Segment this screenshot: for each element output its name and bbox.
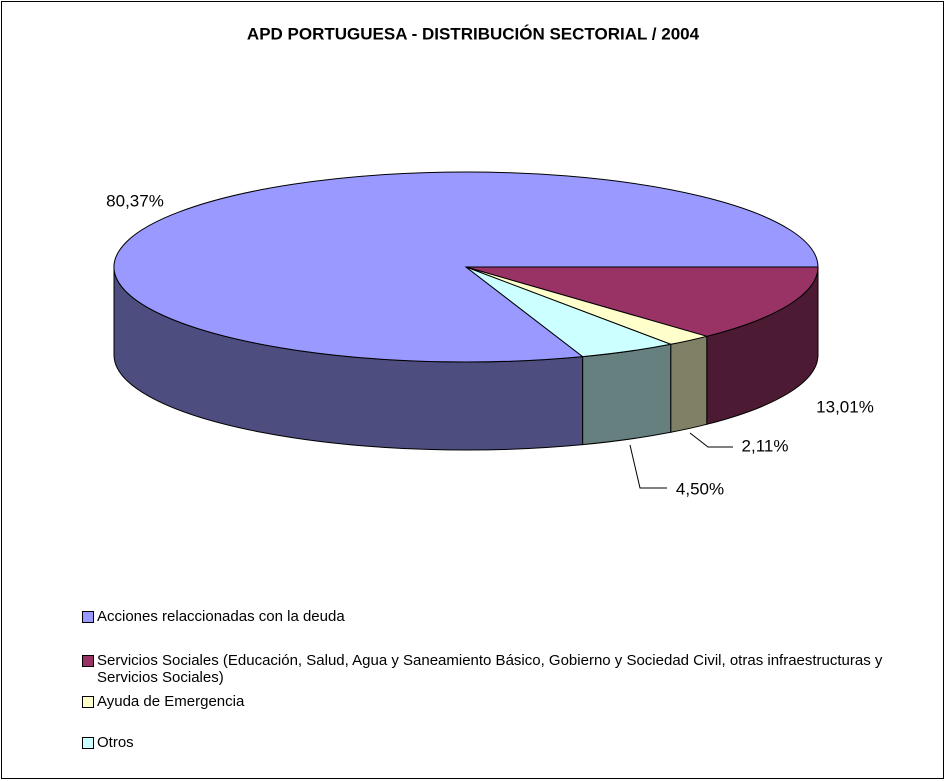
pie-slice	[465, 266, 673, 358]
pie-slice	[465, 266, 819, 337]
leader-line	[689, 432, 733, 448]
legend-swatch	[82, 696, 94, 708]
data-label: 80,37%	[106, 191, 164, 210]
legend-label: Acciones relaccionadas con la deuda	[97, 608, 345, 625]
legend-item: Otros	[82, 734, 942, 751]
data-label: 2,11%	[742, 436, 789, 455]
leader-line	[629, 444, 667, 489]
legend-swatch	[82, 655, 94, 667]
data-labels: 80,37% 13,01% 2,11% 4,50%	[106, 191, 874, 498]
legend-swatch	[82, 611, 94, 623]
legend-swatch	[82, 737, 94, 749]
legend-label: Otros	[97, 734, 134, 751]
pie-tops	[113, 171, 819, 363]
data-label: 13,01%	[816, 397, 874, 416]
chart-title: APD PORTUGUESA - DISTRIBUCIÓN SECTORIAL …	[247, 24, 700, 43]
legend-item: Acciones relaccionadas con la deuda	[82, 608, 942, 625]
legend-label: Ayuda de Emergencia	[97, 693, 245, 710]
data-label: 4,50%	[676, 479, 724, 498]
pie-side	[670, 335, 708, 433]
pie-side	[582, 343, 672, 446]
legend-item: Servicios Sociales (Educación, Salud, Ag…	[82, 652, 942, 686]
legend-item: Ayuda de Emergencia	[82, 693, 942, 710]
pie-sides	[113, 266, 819, 451]
legend-label: Servicios Sociales (Educación, Salud, Ag…	[97, 652, 883, 686]
